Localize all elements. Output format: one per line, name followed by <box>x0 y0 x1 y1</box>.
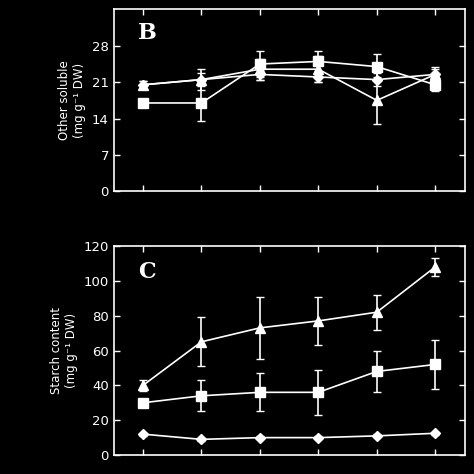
Y-axis label: Other soluble
(mg g⁻¹ DW): Other soluble (mg g⁻¹ DW) <box>58 61 86 140</box>
Y-axis label: Starch content
(mg g⁻¹ DW): Starch content (mg g⁻¹ DW) <box>50 307 78 394</box>
Text: C: C <box>138 261 156 283</box>
Text: B: B <box>138 22 157 44</box>
